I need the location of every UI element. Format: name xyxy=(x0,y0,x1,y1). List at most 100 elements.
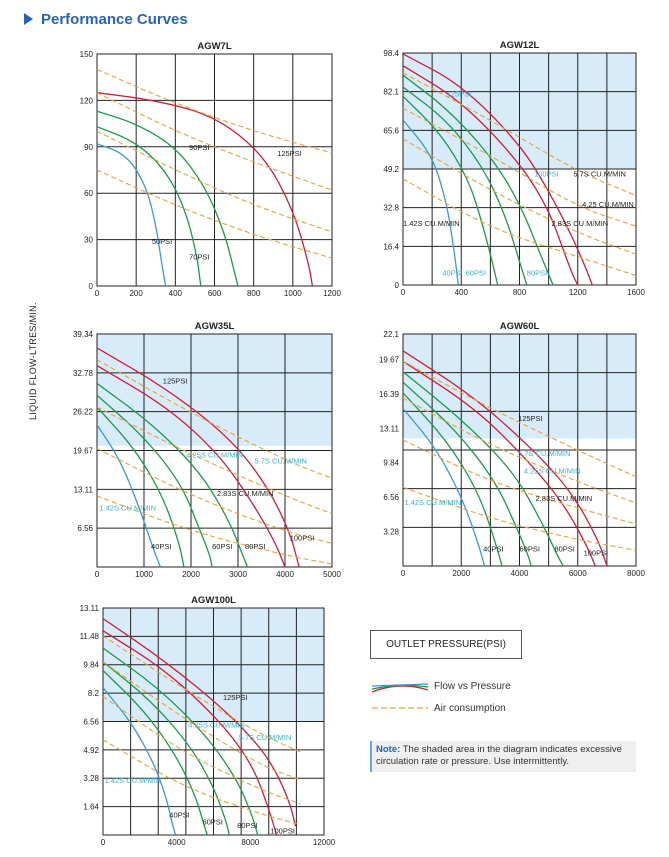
x-tick-label: 2000 xyxy=(182,570,200,579)
curve-label: 4.25 CU.M/MIN xyxy=(582,200,634,209)
curve-label: 1.42S CU.M/MIN xyxy=(403,219,460,228)
y-tick-label: 13.11 xyxy=(80,604,100,613)
y-tick-label: 9.84 xyxy=(383,459,399,468)
flow-curve xyxy=(103,630,278,835)
air-consumption-line xyxy=(403,486,636,551)
y-tick-label: 120 xyxy=(80,96,94,105)
x-tick-label: 1000 xyxy=(135,570,153,579)
air-consumption-line xyxy=(403,107,636,227)
curve-label: 90PSI xyxy=(189,143,209,152)
flow-curve xyxy=(103,661,230,835)
y-tick-label: 26.22 xyxy=(73,408,94,417)
curve-label: 2.83S CU.M/MIN xyxy=(536,494,593,503)
x-tick-label: 4000 xyxy=(511,569,529,578)
y-tick-label: 3.28 xyxy=(383,528,399,537)
curve-label: 4.25S CU.M/MIN xyxy=(524,467,581,476)
air-legend-label: Air consumption xyxy=(434,703,506,714)
flow-curve xyxy=(403,95,499,285)
y-tick-label: 90 xyxy=(84,143,93,152)
air-consumption-line xyxy=(403,72,636,196)
flow-curve xyxy=(403,119,459,285)
chart-agw7l: AGW7L 0 200 400 600 800 1000 1200 0 30 60 90 120 150 9… xyxy=(80,41,342,298)
air-consumption-line xyxy=(97,359,332,479)
curve-label: 125PSI xyxy=(163,376,188,385)
y-tick-label: 22.1 xyxy=(383,330,399,339)
flow-curve xyxy=(97,394,213,567)
curve-label: 40PSI xyxy=(169,811,189,820)
y-tick-label: 19.67 xyxy=(73,447,94,456)
curve-label: 5.7S CU.M/MIN xyxy=(518,449,571,458)
x-tick-label: 1600 xyxy=(627,288,645,297)
curve-label: 5.7S CU.M/MIN xyxy=(239,733,292,742)
y-tick-label: 32.78 xyxy=(73,369,94,378)
curve-label: 4.25S CU.M/MIN xyxy=(188,721,245,730)
x-tick-label: 0 xyxy=(101,838,106,847)
curve-label: 1.42S CU.M/MIN xyxy=(105,776,162,785)
flow-curve xyxy=(97,126,202,286)
air-consumption-line xyxy=(103,661,301,781)
chart-agw100l: AGW100L 0 4000 8000 12000 1.64 3.28 4.92 6.56 8.2… xyxy=(80,595,336,847)
chart-agw35l: AGW35L 0 1000 2000 3000 4000 5000 6.56 13.11 19.6… xyxy=(73,321,341,579)
flow-curve xyxy=(103,647,259,835)
y-tick-label: 98.4 xyxy=(383,49,399,58)
flow-curve xyxy=(403,53,593,285)
flow-curve xyxy=(403,350,608,566)
air-consumption-line xyxy=(97,169,332,259)
x-tick-label: 3000 xyxy=(229,570,247,579)
y-tick-label: 13.11 xyxy=(74,485,94,494)
air-consumption-line xyxy=(97,406,332,515)
x-tick-label: 400 xyxy=(455,288,469,297)
page-title: Performance Curves xyxy=(41,10,188,28)
curve-label: 40PSI xyxy=(151,542,171,551)
air-legend-swatch xyxy=(372,707,428,709)
x-tick-label: 1000 xyxy=(284,289,302,298)
y-tick-label: 49.2 xyxy=(383,165,399,174)
flow-curve xyxy=(403,65,579,285)
air-consumption-line xyxy=(403,360,636,478)
air-consumption-line xyxy=(103,635,301,753)
air-consumption-line xyxy=(97,448,332,544)
air-consumption-line xyxy=(403,439,636,525)
flow-curve xyxy=(403,371,564,566)
curve-label: 60PSI xyxy=(520,544,540,553)
note-label: Note: xyxy=(376,744,401,755)
y-tick-label: 150 xyxy=(80,50,94,59)
chart-title: AGW100L xyxy=(191,595,236,606)
x-tick-label: 2000 xyxy=(452,569,470,578)
curve-label: 100PSI xyxy=(290,533,315,542)
x-tick-label: 8000 xyxy=(241,838,259,847)
y-tick-label: 30 xyxy=(84,236,93,245)
shaded-area xyxy=(97,334,332,446)
y-tick-label: 13.11 xyxy=(380,424,400,433)
x-tick-label: 4000 xyxy=(168,838,186,847)
x-tick-label: 400 xyxy=(169,289,183,298)
y-tick-label: 39.34 xyxy=(73,330,94,339)
curve-label: 5.7S CU.M/MIN xyxy=(573,170,626,179)
flow-curve xyxy=(403,86,528,285)
flow-curve xyxy=(97,110,239,286)
y-tick-label: 3.28 xyxy=(83,774,99,783)
curve-label: 80PSI xyxy=(237,821,257,830)
curve-label: 80PSI xyxy=(554,544,574,553)
x-tick-label: 1200 xyxy=(569,288,587,297)
flow-curve xyxy=(97,143,167,286)
curve-label: 100PSI xyxy=(534,170,559,179)
y-tick-label: 9.84 xyxy=(83,661,99,670)
air-consumption-line xyxy=(97,495,332,565)
flow-curve xyxy=(97,365,286,567)
chart-title: AGW7L xyxy=(197,41,232,52)
flow-legend-label: Flow vs Pressure xyxy=(434,681,511,692)
curve-label: 80PSI xyxy=(527,269,547,278)
curve-label: 125PSI xyxy=(277,149,302,158)
chart-title: AGW60L xyxy=(500,321,540,332)
curve-label: 125PSI xyxy=(223,693,248,702)
x-tick-label: 5000 xyxy=(323,570,341,579)
curve-label: 1.42S CU.M/MIN xyxy=(404,498,461,507)
y-tick-label: 65.6 xyxy=(383,126,399,135)
curve-label: 2.83S CU.M/MIN xyxy=(552,219,609,228)
plot-frame xyxy=(402,333,637,567)
curve-label: 2.83S CU.M/MIN xyxy=(217,489,274,498)
triangle-bullet-icon xyxy=(24,13,33,25)
flow-curve xyxy=(403,408,486,566)
x-tick-label: 600 xyxy=(208,289,222,298)
